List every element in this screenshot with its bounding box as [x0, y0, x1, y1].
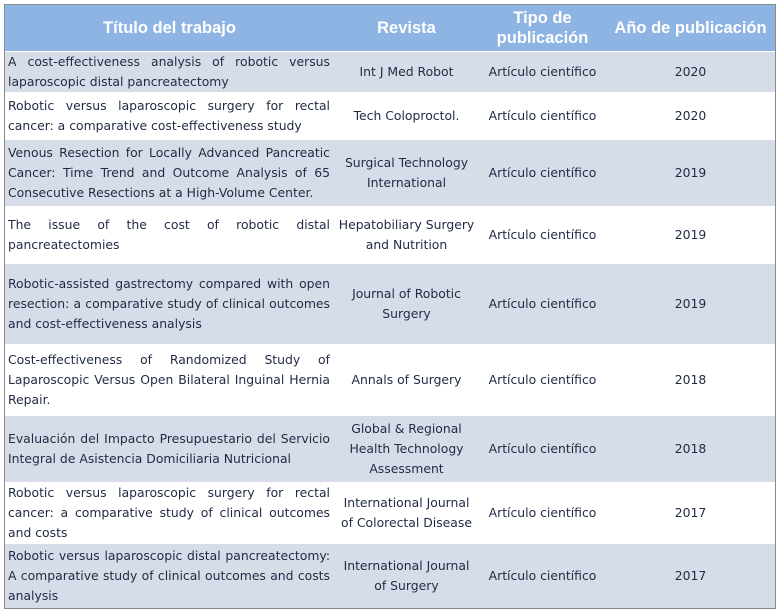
cell-year: 2018 — [606, 415, 775, 483]
cell-year: 2018 — [606, 344, 775, 416]
cell-journal: Surgical Technology International — [334, 139, 479, 207]
header-title: Título del trabajo — [5, 5, 334, 52]
cell-title: Venous Resection for Locally Advanced Pa… — [5, 139, 334, 207]
table-row: Robotic versus laparoscopic surgery for … — [5, 482, 775, 544]
cell-title: Cost-effectiveness of Randomized Study o… — [5, 344, 334, 416]
table-row: Robotic versus laparoscopic surgery for … — [5, 92, 775, 140]
cell-title: Robotic versus laparoscopic surgery for … — [5, 482, 334, 544]
publications-table: Título del trabajo Revista Tipo de publi… — [5, 5, 775, 608]
cell-journal: International Journal of Colorectal Dise… — [334, 482, 479, 544]
cell-type: Artículo científico — [479, 92, 606, 140]
cell-year: 2020 — [606, 92, 775, 140]
cell-title: A cost-effectiveness analysis of robotic… — [5, 51, 334, 93]
cell-type: Artículo científico — [479, 543, 606, 608]
cell-year: 2019 — [606, 263, 775, 345]
table-row: The issue of the cost of robotic distal … — [5, 206, 775, 264]
table-row: Cost-effectiveness of Randomized Study o… — [5, 344, 775, 416]
table-row: Robotic-assisted gastrectomy compared wi… — [5, 263, 775, 345]
cell-type: Artículo científico — [479, 206, 606, 264]
table-header-row: Título del trabajo Revista Tipo de publi… — [5, 5, 775, 52]
cell-type: Artículo científico — [479, 482, 606, 544]
cell-title: Robotic versus laparoscopic surgery for … — [5, 92, 334, 140]
cell-year: 2020 — [606, 51, 775, 93]
table-row: Evaluación del Impacto Presupuestario de… — [5, 415, 775, 483]
cell-journal: Int J Med Robot — [334, 51, 479, 93]
table-row: Robotic versus laparoscopic distal pancr… — [5, 543, 775, 608]
header-type: Tipo de publicación — [479, 5, 606, 52]
cell-title: Robotic versus laparoscopic distal pancr… — [5, 543, 334, 608]
cell-title: The issue of the cost of robotic distal … — [5, 206, 334, 264]
header-journal: Revista — [334, 5, 479, 52]
cell-year: 2019 — [606, 139, 775, 207]
table-row: A cost-effectiveness analysis of robotic… — [5, 51, 775, 93]
cell-journal: Journal of Robotic Surgery — [334, 263, 479, 345]
cell-year: 2017 — [606, 482, 775, 544]
cell-journal: Global & Regional Health Technology Asse… — [334, 415, 479, 483]
cell-type: Artículo científico — [479, 415, 606, 483]
cell-journal: Tech Coloproctol. — [334, 92, 479, 140]
cell-type: Artículo científico — [479, 263, 606, 345]
cell-journal: International Journal of Surgery — [334, 543, 479, 608]
cell-year: 2019 — [606, 206, 775, 264]
cell-journal: Hepatobiliary Surgery and Nutrition — [334, 206, 479, 264]
table-row: Venous Resection for Locally Advanced Pa… — [5, 139, 775, 207]
cell-type: Artículo científico — [479, 344, 606, 416]
cell-title: Evaluación del Impacto Presupuestario de… — [5, 415, 334, 483]
cell-type: Artículo científico — [479, 51, 606, 93]
header-year: Año de publicación — [606, 5, 775, 52]
publications-table-container: Título del trabajo Revista Tipo de publi… — [4, 4, 776, 609]
cell-journal: Annals of Surgery — [334, 344, 479, 416]
cell-title: Robotic-assisted gastrectomy compared wi… — [5, 263, 334, 345]
cell-year: 2017 — [606, 543, 775, 608]
cell-type: Artículo científico — [479, 139, 606, 207]
